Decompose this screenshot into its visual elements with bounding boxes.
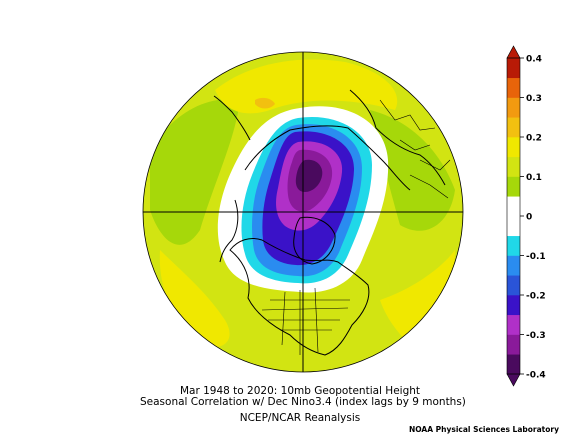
europe-coastline — [349, 89, 446, 186]
colorbar-bin — [507, 216, 520, 237]
colorbar-bin — [507, 334, 520, 355]
caption-dataset: NCEP/NCAR Reanalysis — [239, 412, 361, 424]
colorbar-tick-label: -0.1 — [526, 252, 546, 262]
weak-positive-patch-west — [150, 99, 240, 245]
colorbar-bin — [507, 314, 520, 335]
caption-title: Mar 1948 to 2020: 10mb Geopotential Heig… — [179, 385, 421, 397]
colorbar-bin — [507, 156, 520, 177]
credit-label: NOAA Physical Sciences Laboratory — [408, 425, 559, 434]
colorbar-max-arrow — [506, 45, 521, 59]
colorbar-tick-label: 0.4 — [526, 55, 542, 65]
moderate-positive-patch-southwest — [159, 250, 230, 348]
orange-spot — [255, 97, 275, 109]
colorbar-tick-label: -0.2 — [526, 292, 546, 302]
alaska-coastline — [219, 199, 239, 263]
colorbar-tick-label: -0.4 — [526, 371, 546, 381]
colorbar-bin — [507, 354, 520, 375]
colorbar-bin — [507, 295, 520, 316]
map-outline — [142, 51, 464, 373]
polar-map — [143, 52, 463, 372]
coastlines — [213, 89, 446, 356]
moderate-positive-patch-southeast — [380, 250, 455, 345]
colorbar-bin — [507, 117, 520, 138]
colorbar-tick-label: 0 — [526, 213, 532, 223]
colorbar-bin — [507, 196, 520, 217]
colorbar: 0.4 0.3 0.2 0.1 0 -0.1 -0.2 -0.3 -0.4 — [506, 45, 546, 387]
weak-positive-patch-east — [370, 110, 455, 231]
colorbar-tick-label: -0.3 — [526, 331, 546, 341]
neg-band-6 — [295, 159, 323, 192]
colorbar-bin — [507, 176, 520, 197]
colorbar-tick-label: 0.3 — [526, 94, 542, 104]
colorbar-bin — [507, 58, 520, 79]
colorbar-tick-label: 0.2 — [526, 134, 542, 144]
colorbar-bin — [507, 275, 520, 296]
colorbar-tick-label: 0.1 — [526, 173, 542, 183]
political-borders — [261, 99, 451, 355]
asia-north-coastline — [213, 95, 251, 141]
colorbar-bin — [507, 255, 520, 276]
north-america-coastline — [229, 237, 370, 356]
colorbar-bin — [507, 235, 520, 256]
caption-subtitle: Seasonal Correlation w/ Dec Nino3.4 (ind… — [140, 396, 466, 408]
colorbar-bin — [507, 97, 520, 118]
colorbar-min-arrow — [506, 373, 521, 387]
eurasia-coastline — [244, 125, 411, 191]
colorbar-bin — [507, 77, 520, 98]
greenland-coastline — [293, 216, 336, 265]
colorbar-bin — [507, 137, 520, 158]
